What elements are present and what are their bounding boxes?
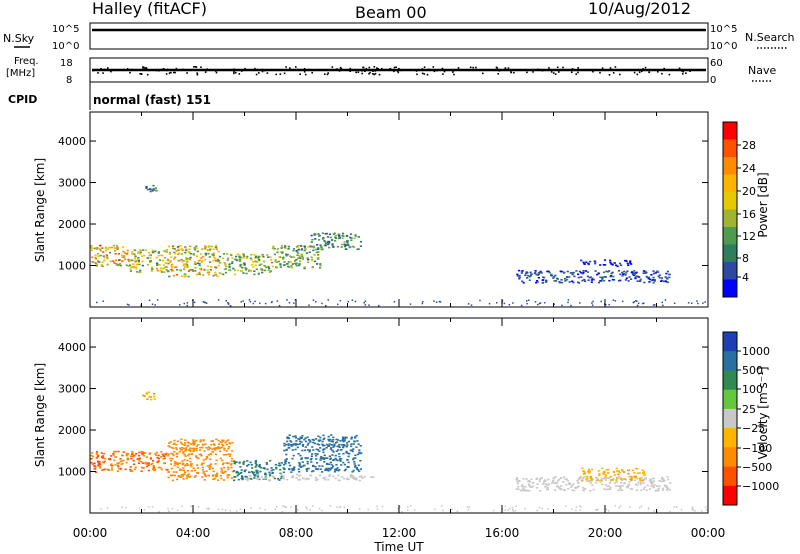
nsky-bottom: 10^0 bbox=[52, 41, 79, 52]
y-tick-label: 2000 bbox=[58, 424, 86, 437]
colorbar-tick-label: −100 bbox=[742, 442, 772, 455]
power-ylabel: Slant Range [km] bbox=[33, 158, 47, 262]
cpid-label: CPID bbox=[8, 93, 37, 106]
y-tick-label: 4000 bbox=[58, 135, 86, 148]
y-tick-label: 3000 bbox=[58, 177, 86, 190]
freq-bottom: 8 bbox=[66, 75, 72, 86]
y-tick-label: 4000 bbox=[58, 341, 86, 354]
colorbar-tick-label: 24 bbox=[742, 162, 756, 175]
x-tick-label: 16:00 bbox=[485, 526, 520, 540]
freq-panel: Freq. [MHz] 18 8 60 0 Nave bbox=[6, 56, 776, 86]
x-axis-label: Time UT bbox=[373, 540, 424, 554]
nsky-label: N.Sky bbox=[3, 32, 35, 45]
velocity-panel: 4000 3000 2000 1000 bbox=[58, 317, 709, 514]
colorbar-tick-label: 500 bbox=[742, 364, 763, 377]
station-title: Halley (fitACF) bbox=[92, 0, 207, 18]
nsearch-label: N.Search bbox=[745, 31, 795, 44]
nsky-panel: N.Sky 10^5 10^0 10^5 10^0 N.Search bbox=[3, 22, 795, 52]
x-tick-label: 08:00 bbox=[279, 526, 314, 540]
nave-label: Nave bbox=[748, 64, 776, 77]
y-tick-label: 1000 bbox=[58, 260, 86, 273]
power-cbar-label: Power [dB] bbox=[756, 172, 770, 237]
x-tick-label: 20:00 bbox=[588, 526, 623, 540]
x-tick-label: 12:00 bbox=[382, 526, 417, 540]
colorbar-tick-label: −1000 bbox=[742, 480, 779, 493]
colorbar-tick-label: 12 bbox=[742, 230, 756, 243]
colorbar-tick-label: −25 bbox=[742, 422, 765, 435]
colorbar-tick-label: 20 bbox=[742, 185, 756, 198]
colorbar-tick-label: 1000 bbox=[742, 345, 770, 358]
power-panel: 4000 3000 2000 1000 bbox=[58, 111, 709, 308]
x-tick-label: 00:00 bbox=[691, 526, 726, 540]
y-tick-label: 1000 bbox=[58, 466, 86, 479]
power-colorbar: 28 24 20 16 12 8 4 bbox=[722, 121, 756, 298]
date-label: 10/Aug/2012 bbox=[588, 0, 691, 18]
nsky-top: 10^5 bbox=[52, 24, 79, 35]
colorbar-tick-label: 16 bbox=[742, 208, 756, 221]
colorbar-tick-label: −500 bbox=[742, 461, 772, 474]
y-tick-label: 3000 bbox=[58, 383, 86, 396]
nsearch-top: 10^5 bbox=[710, 24, 737, 35]
colorbar-tick-label: 4 bbox=[742, 271, 749, 284]
beam-label: Beam 00 bbox=[355, 3, 427, 22]
colorbar-tick-label: 8 bbox=[742, 252, 749, 265]
colorbar-tick-label: 25 bbox=[742, 403, 756, 416]
nave-bottom: 0 bbox=[710, 75, 716, 86]
colorbar-tick-label: 100 bbox=[742, 383, 763, 396]
nave-top: 60 bbox=[710, 58, 723, 69]
velocity-colorbar: 1000 500 100 25 −25 −100 −500 −1000 bbox=[722, 331, 779, 506]
velocity-cbar-label: Velocity [m s⁻¹] bbox=[756, 366, 770, 459]
y-tick-label: 2000 bbox=[58, 218, 86, 231]
cpid-panel: CPID normal (fast) 151 bbox=[8, 82, 211, 110]
freq-label-1: Freq. bbox=[14, 56, 39, 67]
velocity-ylabel: Slant Range [km] bbox=[33, 363, 47, 467]
x-tick-label: 00:00 bbox=[73, 526, 108, 540]
nsearch-bottom: 10^0 bbox=[710, 41, 737, 52]
x-tick-label: 04:00 bbox=[176, 526, 211, 540]
cpid-value: normal (fast) 151 bbox=[93, 93, 211, 107]
freq-label-2: [MHz] bbox=[6, 68, 35, 79]
freq-top: 18 bbox=[60, 58, 73, 69]
colorbar-tick-label: 28 bbox=[742, 139, 756, 152]
